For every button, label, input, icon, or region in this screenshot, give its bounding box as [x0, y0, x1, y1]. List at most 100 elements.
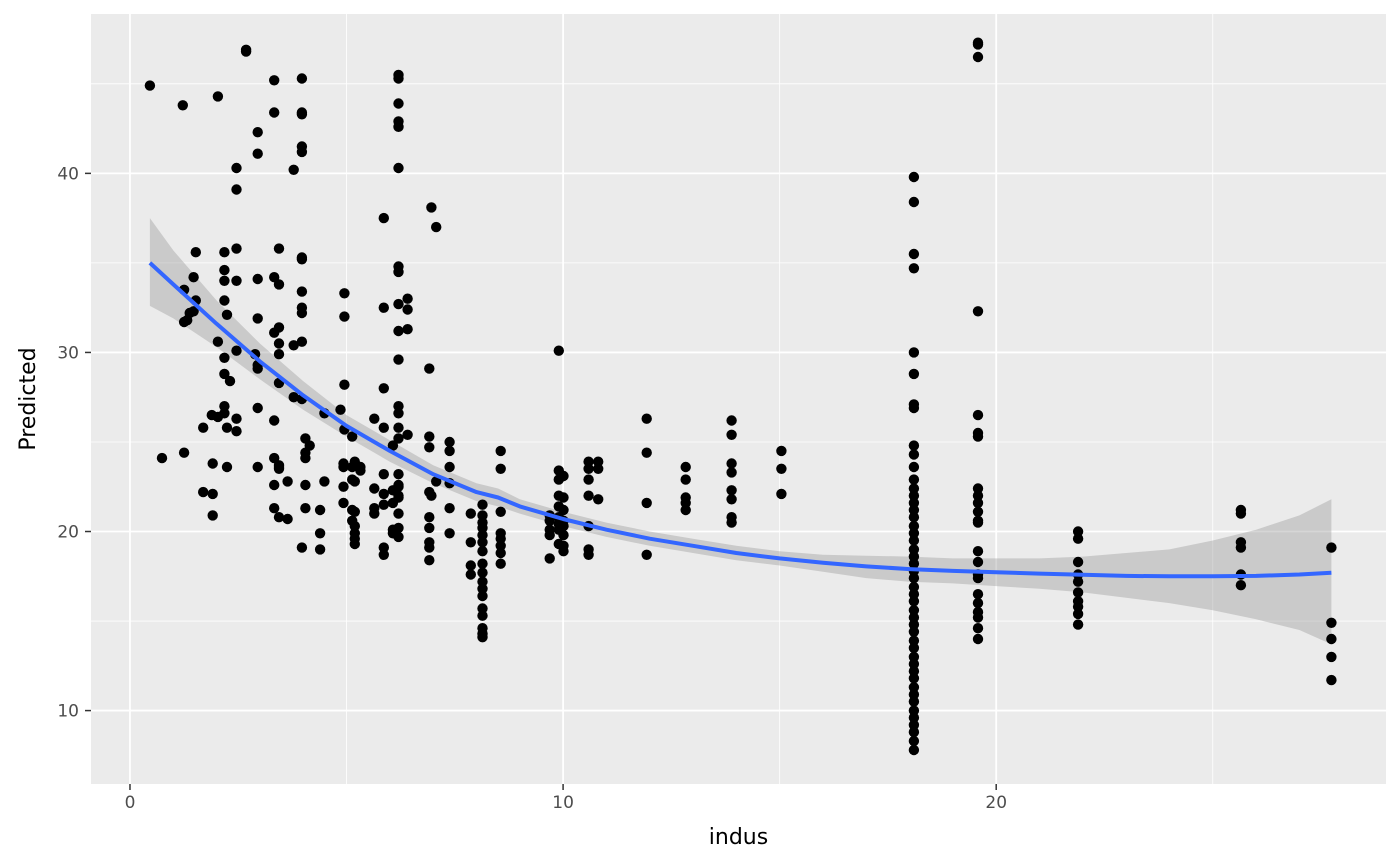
data-point — [908, 558, 920, 569]
data-point — [393, 354, 404, 365]
data-point — [393, 325, 404, 337]
data-point — [144, 80, 156, 91]
data-point — [908, 483, 920, 494]
data-point — [347, 431, 358, 442]
data-point — [369, 483, 380, 494]
data-point — [231, 184, 242, 195]
data-point — [908, 368, 920, 380]
data-point — [402, 324, 413, 335]
data-point — [972, 633, 984, 645]
data-point — [219, 352, 230, 363]
data-point — [219, 264, 230, 276]
data-point — [269, 75, 280, 86]
data-point — [296, 109, 308, 120]
data-point — [1235, 580, 1247, 591]
data-point — [221, 309, 233, 320]
data-point — [1072, 533, 1084, 544]
data-point — [558, 470, 569, 482]
data-point — [972, 597, 984, 609]
data-point — [908, 512, 920, 523]
data-point — [288, 392, 299, 403]
data-point — [726, 458, 737, 469]
data-point — [726, 415, 737, 426]
data-point — [641, 447, 652, 458]
data-point — [252, 363, 263, 374]
data-point — [424, 542, 435, 553]
data-point — [393, 408, 404, 419]
data-point — [680, 461, 691, 473]
data-point — [908, 248, 920, 260]
data-point — [402, 293, 413, 304]
data-point — [252, 461, 263, 473]
data-point — [431, 221, 442, 233]
data-point — [444, 503, 455, 514]
y-tick-label: 10 — [57, 702, 79, 722]
data-point — [252, 313, 263, 324]
y-axis-title: Predicted — [16, 347, 41, 450]
data-point — [477, 546, 488, 557]
data-point — [495, 463, 506, 474]
data-point — [1326, 651, 1337, 663]
data-point — [402, 304, 413, 315]
data-point — [972, 497, 984, 509]
data-point — [465, 569, 476, 580]
data-point — [269, 479, 280, 491]
data-point — [908, 626, 920, 637]
data-point — [219, 295, 230, 306]
data-point — [544, 529, 555, 541]
data-point — [339, 379, 350, 390]
data-point — [477, 583, 488, 594]
data-point — [776, 463, 787, 474]
data-point — [393, 73, 404, 84]
data-point — [583, 549, 594, 560]
data-point — [296, 146, 308, 158]
data-point — [212, 91, 224, 102]
data-point — [221, 422, 233, 433]
data-point — [369, 413, 380, 424]
data-point — [424, 555, 435, 566]
data-point — [477, 610, 488, 621]
data-point — [553, 345, 564, 356]
data-point — [972, 612, 984, 623]
data-point — [219, 368, 230, 380]
data-point — [178, 316, 190, 328]
data-point — [908, 658, 920, 670]
data-point — [908, 735, 920, 747]
data-point — [465, 560, 476, 571]
data-point — [1326, 674, 1337, 686]
data-point — [424, 363, 435, 374]
data-point — [178, 447, 190, 458]
data-point — [231, 275, 242, 286]
data-point — [544, 553, 555, 564]
data-point — [972, 556, 984, 568]
data-point — [387, 440, 399, 451]
data-point — [338, 461, 349, 473]
data-point — [908, 474, 920, 485]
data-point — [477, 537, 488, 548]
data-point — [402, 429, 413, 440]
data-point — [908, 726, 920, 738]
data-point — [972, 306, 984, 317]
data-point — [972, 51, 984, 63]
data-point — [207, 458, 218, 469]
data-point — [198, 486, 209, 498]
data-point — [908, 619, 920, 630]
data-point — [972, 517, 984, 528]
data-point — [349, 520, 360, 532]
data-point — [252, 402, 263, 414]
data-point — [908, 605, 920, 616]
data-point — [288, 340, 299, 351]
data-point — [477, 499, 488, 510]
data-point — [393, 522, 404, 534]
data-point — [1235, 542, 1247, 553]
data-point — [224, 375, 236, 387]
data-point — [583, 463, 594, 474]
data-point — [1326, 617, 1337, 628]
data-point — [288, 164, 299, 175]
data-point — [972, 546, 984, 557]
data-point — [269, 415, 280, 426]
data-point — [424, 522, 435, 534]
data-point — [393, 433, 404, 444]
data-point — [558, 529, 569, 541]
data-point — [314, 528, 326, 539]
